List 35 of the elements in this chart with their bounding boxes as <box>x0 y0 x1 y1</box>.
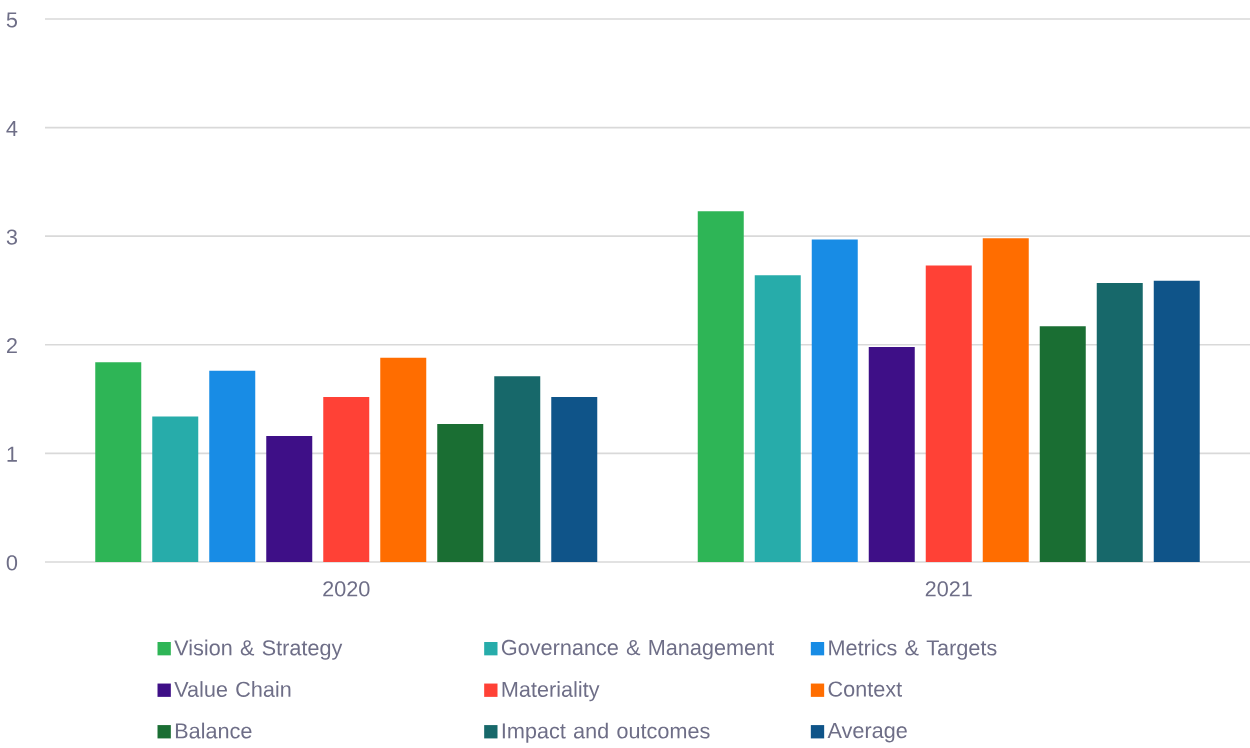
bar <box>266 436 313 562</box>
y-tick-label: 4 <box>6 121 18 136</box>
bar <box>95 362 142 562</box>
bar <box>323 396 370 562</box>
bar <box>982 238 1029 562</box>
legend-label: Value Chain <box>174 681 291 698</box>
bar <box>1153 280 1200 562</box>
bar <box>697 211 744 562</box>
legend-label: Metrics & Targets <box>829 639 997 660</box>
legend-label: Materiality <box>502 681 600 702</box>
bar <box>1096 282 1143 562</box>
y-tick-label: 5 <box>6 12 18 28</box>
bar <box>551 396 598 562</box>
bar <box>754 275 801 562</box>
bar <box>152 416 199 562</box>
bar <box>437 424 484 562</box>
bar <box>209 370 256 562</box>
legend-label: Average <box>827 723 907 743</box>
legend-label: Impact and outcomes <box>502 722 710 743</box>
bar <box>380 357 427 562</box>
legend-label: Context <box>828 681 902 697</box>
y-tick-label: 3 <box>6 229 17 245</box>
y-tick-label: 2 <box>6 337 17 354</box>
bar <box>1039 326 1086 562</box>
x-tick-label: 2020 <box>323 581 370 597</box>
y-tick-label: 0 <box>6 555 18 571</box>
bar <box>925 265 972 562</box>
legend-label: Governance & Management <box>501 639 775 660</box>
legend-label: Balance <box>175 722 252 739</box>
x-tick-label: 2021 <box>925 581 972 597</box>
y-tick-label: 1 <box>7 446 17 462</box>
bar <box>494 376 541 562</box>
bar <box>868 346 915 562</box>
bar <box>811 239 858 562</box>
legend-label: Vision & Strategy <box>174 639 343 660</box>
